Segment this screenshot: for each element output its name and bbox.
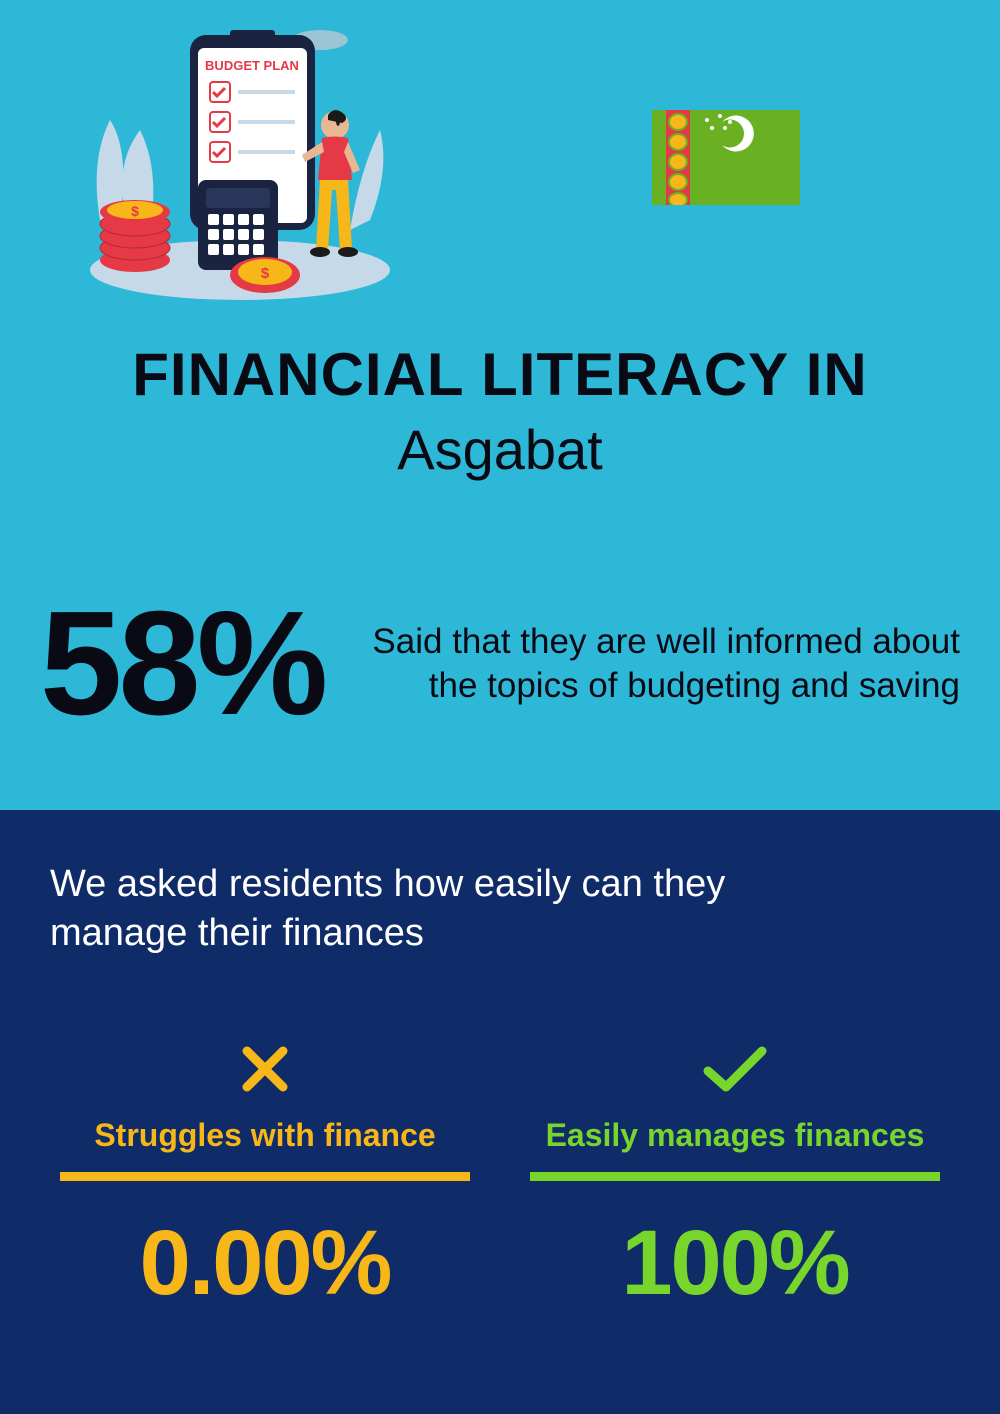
divider-green [530,1172,940,1181]
x-icon [60,1039,470,1099]
results-row: Struggles with finance 0.00% Easily mana… [50,1039,950,1316]
result-easy: Easily manages finances 100% [530,1039,940,1316]
divider-yellow [60,1172,470,1181]
title-main: FINANCIAL LITERACY IN [0,340,1000,409]
title-block: FINANCIAL LITERACY IN Asgabat [0,340,1000,482]
title-sub: Asgabat [0,417,1000,482]
easy-label: Easily manages finances [530,1117,940,1154]
bottom-section: We asked residents how easily can they m… [0,810,1000,1414]
svg-text:$: $ [261,265,270,282]
svg-text:$: $ [131,203,139,219]
stat-percent: 58% [40,590,324,738]
result-struggles: Struggles with finance 0.00% [60,1039,470,1316]
budget-illustration: BUDGET PLAN $ $ [80,20,400,300]
easy-value: 100% [530,1211,940,1316]
survey-question: We asked residents how easily can they m… [50,860,870,959]
turkmenistan-flag-icon [652,110,800,205]
budget-plan-label: BUDGET PLAN [205,58,299,73]
top-section: BUDGET PLAN $ $ [0,0,1000,810]
stat-row: 58% Said that they are well informed abo… [40,590,960,738]
check-icon [530,1039,940,1099]
stat-desc: Said that they are well informed about t… [344,620,960,708]
struggles-label: Struggles with finance [60,1117,470,1154]
struggles-value: 0.00% [60,1211,470,1316]
